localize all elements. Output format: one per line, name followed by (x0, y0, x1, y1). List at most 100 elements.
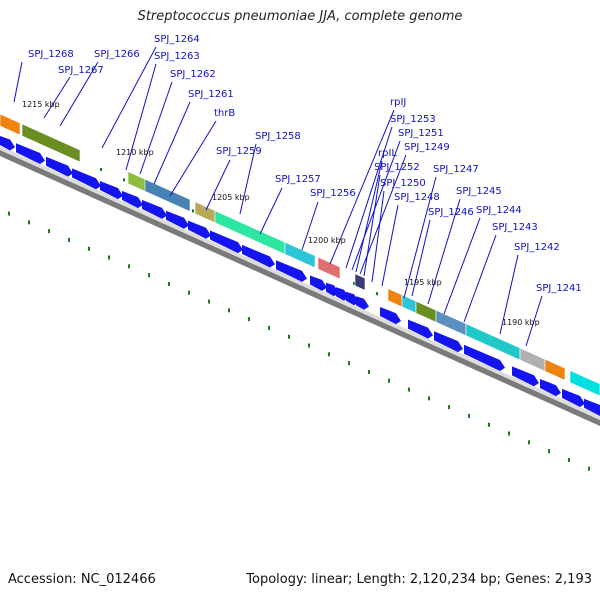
tick-dot (192, 209, 194, 213)
cds-arrow[interactable] (562, 388, 585, 407)
gene-feature[interactable] (569, 370, 600, 397)
gene-feature[interactable] (435, 309, 467, 337)
cds-arrow[interactable] (408, 319, 433, 339)
genome-summary: Topology: linear; Length: 2,120,234 bp; … (246, 572, 592, 587)
tick-dot (48, 229, 50, 234)
tick-dot (548, 449, 550, 454)
gene-label[interactable]: SPJ_1261 (188, 89, 234, 100)
cds-arrow[interactable] (72, 168, 101, 190)
tick-dot (123, 178, 125, 182)
cds-arrow[interactable] (310, 275, 327, 291)
leader-line (443, 217, 481, 315)
tick-dot (353, 281, 355, 285)
gene-label[interactable]: SPJ_1253 (390, 114, 436, 125)
gene-feature[interactable] (415, 300, 437, 323)
gene-label[interactable]: SPJ_1252 (374, 162, 420, 173)
leader-line (411, 219, 431, 297)
kbp-marker-1195: 1195 kbp (404, 278, 442, 287)
cds-arrow[interactable] (142, 199, 167, 219)
leader-line (59, 61, 99, 127)
gene-label[interactable]: SPJ_1264 (154, 34, 200, 45)
leader-line (381, 204, 399, 287)
gene-label[interactable]: SPJ_1245 (456, 186, 502, 197)
cds-arrow[interactable] (188, 220, 211, 239)
gene-label[interactable]: SPJ_1243 (492, 222, 538, 233)
gene-label[interactable]: SPJ_1246 (428, 207, 474, 218)
cds-arrow[interactable] (16, 143, 45, 164)
cds-arrow[interactable] (326, 282, 339, 297)
tick-dot (228, 308, 230, 313)
tick-dot (168, 281, 170, 286)
gene-label[interactable]: SPJ_1263 (154, 51, 200, 62)
cds-arrow[interactable] (210, 230, 243, 254)
cds-arrow[interactable] (346, 291, 359, 306)
leader-line (499, 254, 519, 335)
leader-line (101, 46, 157, 149)
gene-label[interactable]: SPJ_1258 (255, 131, 301, 142)
gene-label[interactable]: SPJ_1256 (310, 188, 356, 199)
gene-label[interactable]: SPJ_1247 (433, 164, 479, 175)
cds-arrow-track[interactable] (0, 136, 600, 416)
leader-line (205, 159, 231, 211)
cds-arrow[interactable] (242, 244, 275, 268)
gene-feature[interactable] (284, 241, 316, 269)
gene-label[interactable]: thrB (214, 108, 235, 119)
gene-feature[interactable] (144, 178, 191, 212)
cds-arrow[interactable] (380, 307, 401, 325)
gene-label[interactable]: SPJ_1250 (380, 178, 426, 189)
leader-line (259, 187, 283, 235)
genome-axis (0, 150, 600, 426)
tick-dot (388, 378, 390, 383)
cds-arrow[interactable] (464, 344, 505, 371)
tick-dot (468, 413, 470, 418)
feature-track[interactable] (0, 113, 600, 397)
cds-arrow[interactable] (0, 136, 15, 151)
gene-feature[interactable] (21, 123, 81, 163)
tick-dot (348, 361, 350, 366)
gene-feature[interactable] (127, 171, 147, 193)
cds-arrow[interactable] (122, 190, 143, 209)
tick-dot (28, 220, 30, 225)
gene-label[interactable]: SPJ_1262 (170, 69, 216, 80)
gene-label[interactable]: SPJ_1268 (28, 49, 74, 60)
gene-feature[interactable] (317, 256, 341, 280)
genome-axis-highlight (0, 146, 600, 420)
cds-arrow[interactable] (356, 296, 369, 310)
kbp-marker-1215: 1215 kbp (22, 100, 60, 109)
cds-arrow[interactable] (276, 260, 307, 282)
gene-label[interactable]: SPJ_1249 (404, 142, 450, 153)
gene-label[interactable]: SPJ_1251 (398, 128, 444, 139)
gene-label[interactable]: SPJ_1257 (275, 174, 321, 185)
gene-feature[interactable] (519, 347, 546, 372)
kbp-marker-1200: 1200 kbp (308, 236, 346, 245)
gene-feature[interactable] (354, 273, 366, 291)
tick-dot (588, 466, 590, 471)
cds-arrow[interactable] (512, 366, 539, 387)
tick-dot (208, 299, 210, 304)
gene-label[interactable]: rpIL (378, 148, 397, 159)
gene-label[interactable]: SPJ_1248 (394, 192, 440, 203)
gene-feature[interactable] (544, 358, 566, 381)
cds-arrow[interactable] (100, 181, 123, 200)
cds-arrow[interactable] (166, 210, 189, 229)
gene-feature[interactable] (194, 201, 216, 224)
cds-arrow[interactable] (584, 398, 600, 416)
gene-label[interactable]: SPJ_1267 (58, 65, 104, 76)
gene-feature[interactable] (0, 113, 21, 136)
leader-line (169, 120, 217, 197)
tick-dot (528, 440, 530, 445)
tick-dot (88, 246, 90, 251)
kbp-marker-1210: 1210 kbp (116, 148, 154, 157)
gene-label[interactable]: SPJ_1244 (476, 205, 522, 216)
gene-feature[interactable] (387, 288, 403, 308)
cds-arrow[interactable] (46, 156, 73, 177)
gene-label[interactable]: SPJ_1266 (94, 49, 140, 60)
cds-arrow[interactable] (540, 379, 561, 397)
cds-arrow[interactable] (434, 331, 463, 353)
cds-arrow[interactable] (336, 287, 349, 301)
gene-label[interactable]: SPJ_1241 (536, 283, 582, 294)
leader-line (125, 63, 157, 171)
gene-label[interactable]: rpIJ (390, 97, 406, 108)
gene-label[interactable]: SPJ_1242 (514, 242, 560, 253)
gene-label[interactable]: SPJ_1259 (216, 146, 262, 157)
